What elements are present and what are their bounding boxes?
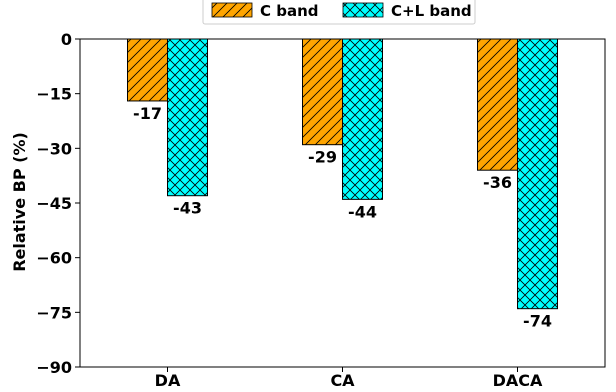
y-tick-label: −30 <box>36 139 72 158</box>
y-tick-label: −75 <box>36 303 72 322</box>
legend-label-cl-band: C+L band <box>391 2 472 20</box>
bar-c-l-band-ca <box>342 38 383 200</box>
legend-label-c-band: C band <box>260 2 319 20</box>
bar-c-l-band-da <box>167 38 208 197</box>
plot-area: 0 −15 −30 −45 −60 −75 −90 DA -17 -43 CA -29 -44 DACA -… <box>36 30 606 390</box>
bar-c-band-daca <box>477 38 518 171</box>
legend: C band C+L band <box>202 0 476 25</box>
y-tick-label: −15 <box>36 85 72 104</box>
y-axis-title: Relative BP (%) <box>10 132 29 272</box>
y-tick-label: −45 <box>36 194 72 213</box>
bar-c-band-ca <box>302 38 343 146</box>
y-tick-label: −60 <box>36 249 72 268</box>
legend-swatch-c-band <box>211 2 253 18</box>
y-tick-label: 0 <box>61 30 72 49</box>
x-tick-label: DA <box>155 371 181 390</box>
data-label: -29 <box>308 148 337 167</box>
bar-c-band-da <box>127 38 168 102</box>
bar-c-l-band-daca <box>517 38 558 310</box>
data-label: -74 <box>523 312 552 331</box>
data-label: -17 <box>133 104 162 123</box>
data-label: -44 <box>348 202 377 221</box>
data-label: -36 <box>483 173 512 192</box>
y-tick-label: −90 <box>36 358 72 377</box>
x-tick-label: CA <box>330 371 355 390</box>
legend-swatch-cl-band <box>342 2 384 18</box>
legend-box <box>202 0 476 25</box>
x-tick-label: DACA <box>493 371 543 390</box>
data-label: -43 <box>173 199 202 218</box>
